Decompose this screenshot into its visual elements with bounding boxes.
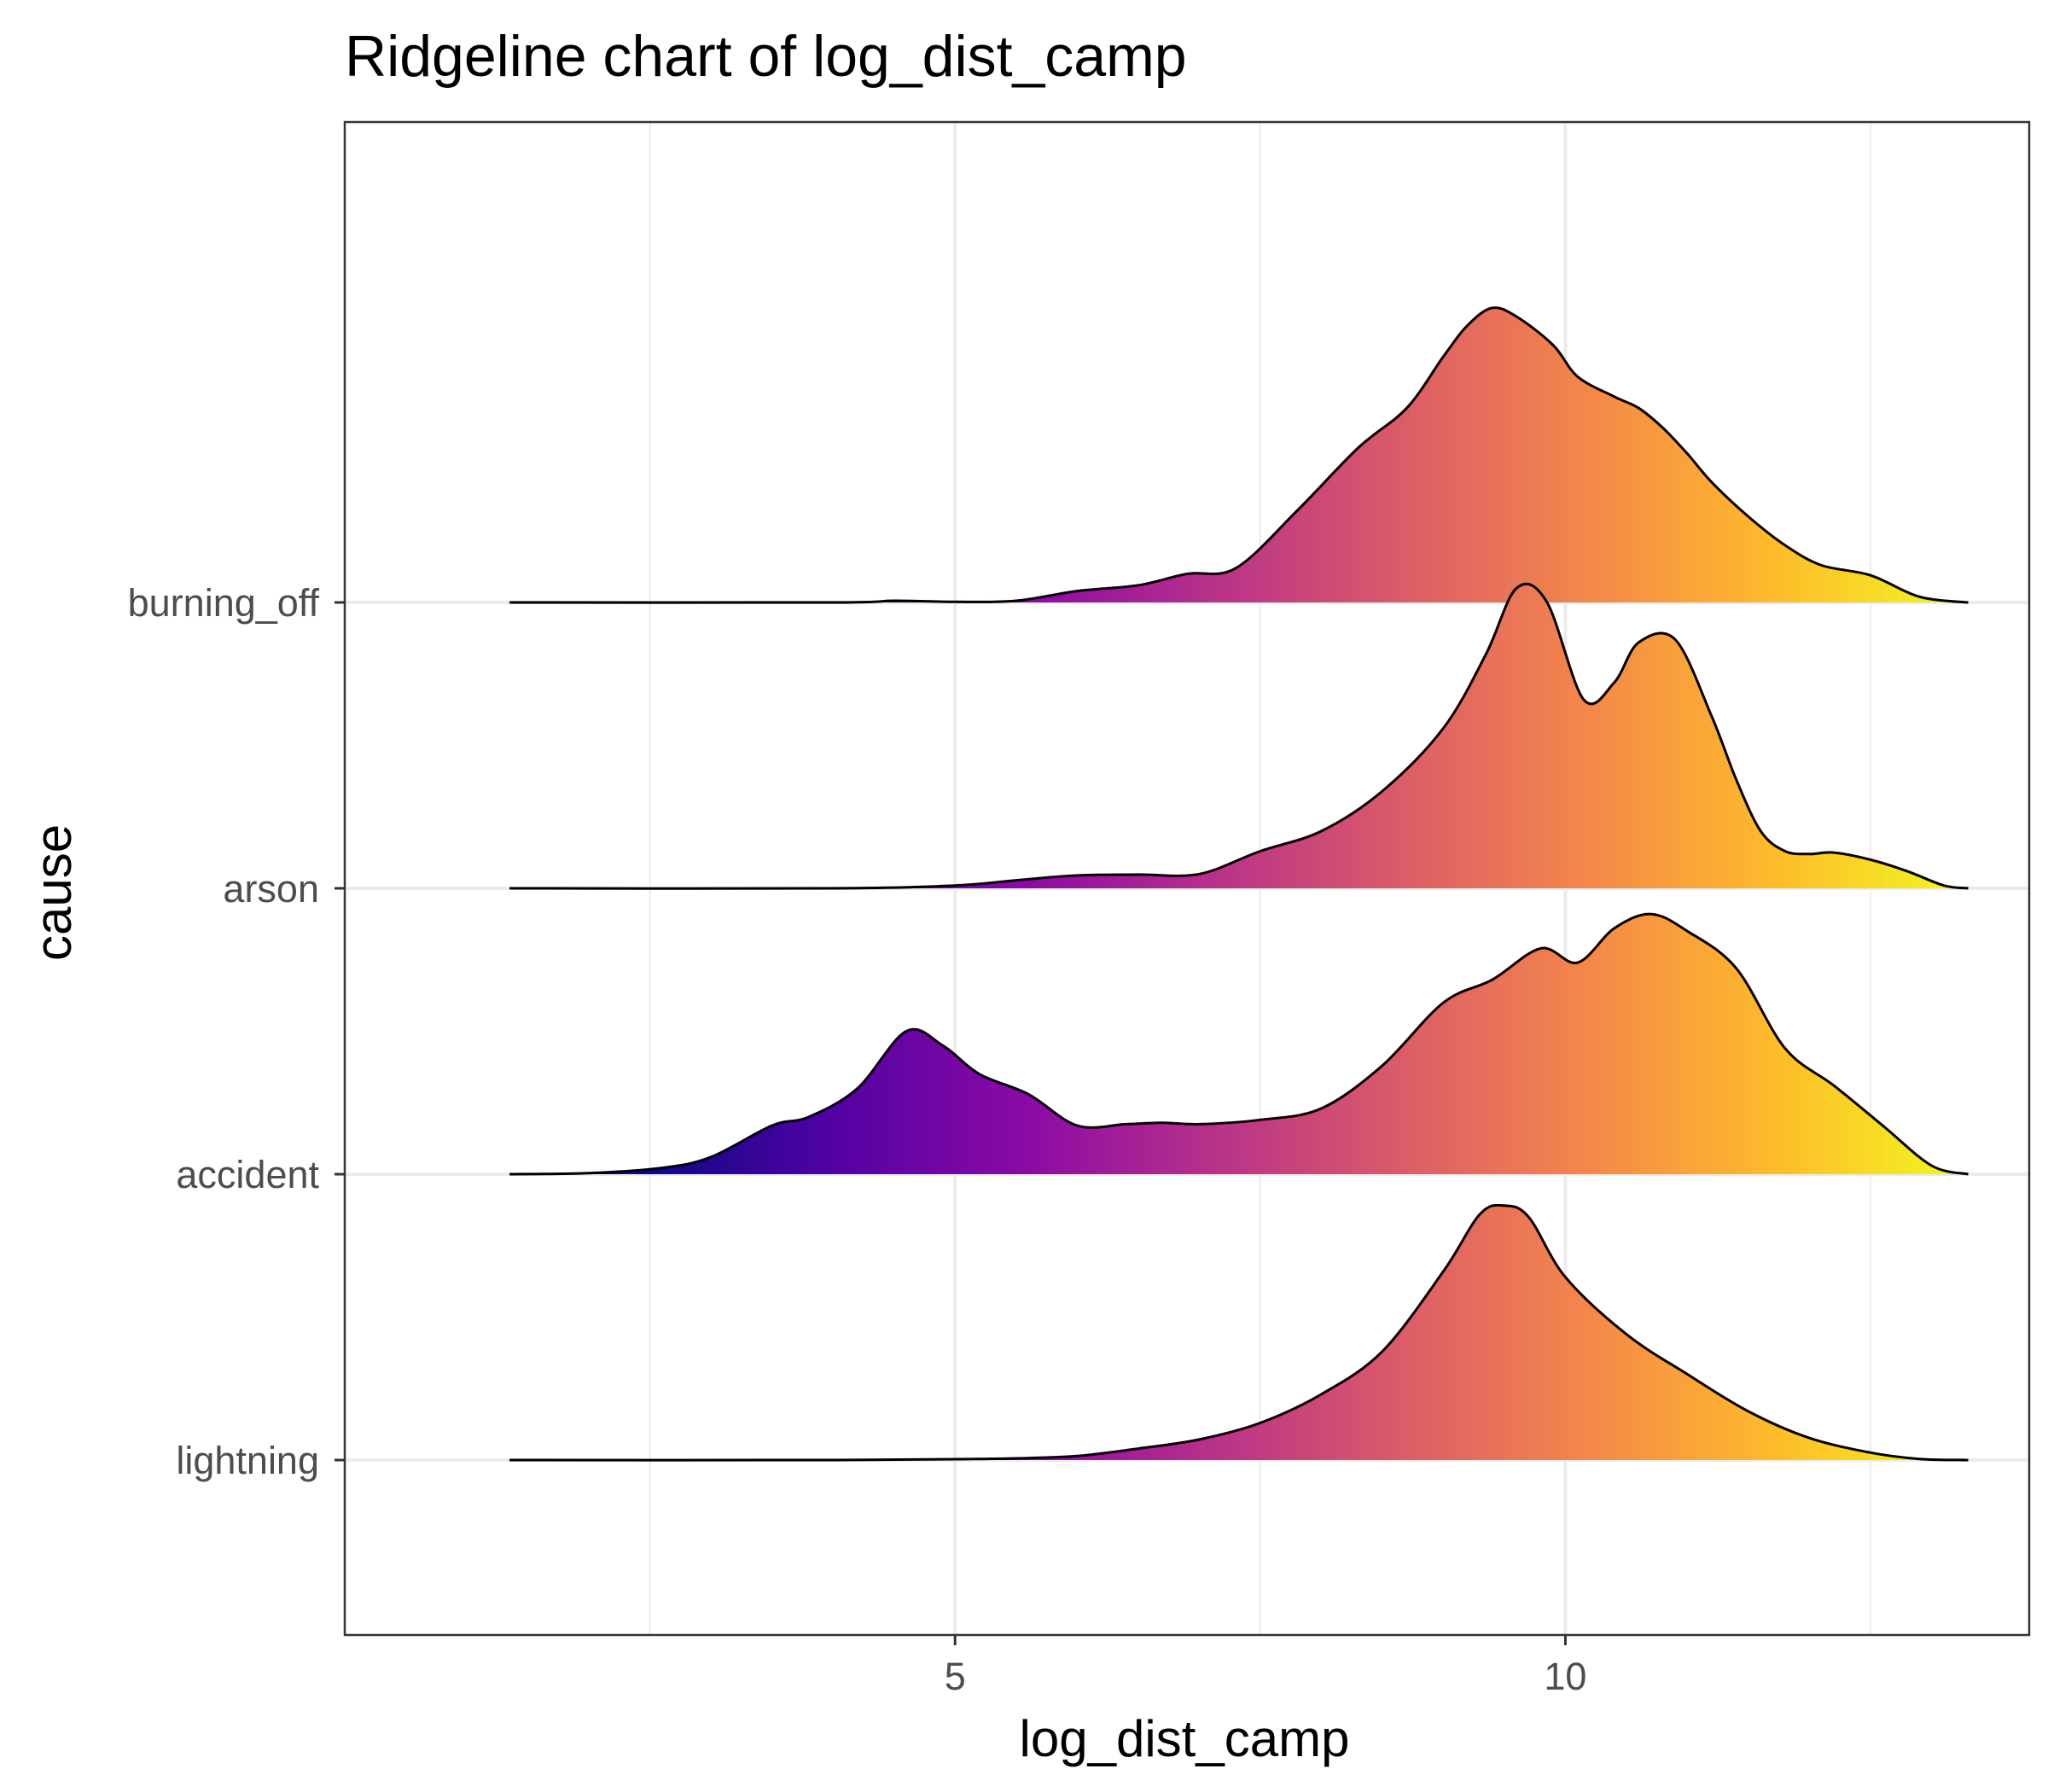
- ridge-line: [509, 912, 1969, 1176]
- y-tick-label: arson: [223, 867, 319, 911]
- x-tick-label: 5: [945, 1655, 966, 1698]
- ridge-line: [509, 1203, 1969, 1462]
- x-tick-label: 10: [1544, 1655, 1586, 1698]
- ridges: [509, 306, 1969, 1462]
- plot-panel-border: [343, 120, 2031, 1637]
- axes: 5 10 lightning accident arson burning_off: [128, 581, 1587, 1698]
- ridge-area: [509, 914, 1969, 1174]
- ridge-area: [509, 1205, 1969, 1461]
- chart-title: Ridgeline chart of log_dist_camp: [345, 24, 1187, 89]
- ridge-arson: [509, 582, 1969, 890]
- ridge-line: [509, 306, 1969, 604]
- ridge-accident: [509, 912, 1969, 1176]
- x-axis-title: log_dist_camp: [1020, 1710, 1350, 1767]
- y-tick-label: burning_off: [128, 581, 320, 625]
- y-tick-label: accident: [176, 1153, 319, 1196]
- y-axis-title: cause: [25, 824, 82, 961]
- y-tick-label: lightning: [176, 1439, 319, 1482]
- ridge-line: [509, 582, 1969, 890]
- ridge-lightning: [509, 1203, 1969, 1462]
- ridge-area: [509, 584, 1969, 889]
- ridge-burning-off: [509, 306, 1969, 604]
- ridge-area: [509, 307, 1969, 603]
